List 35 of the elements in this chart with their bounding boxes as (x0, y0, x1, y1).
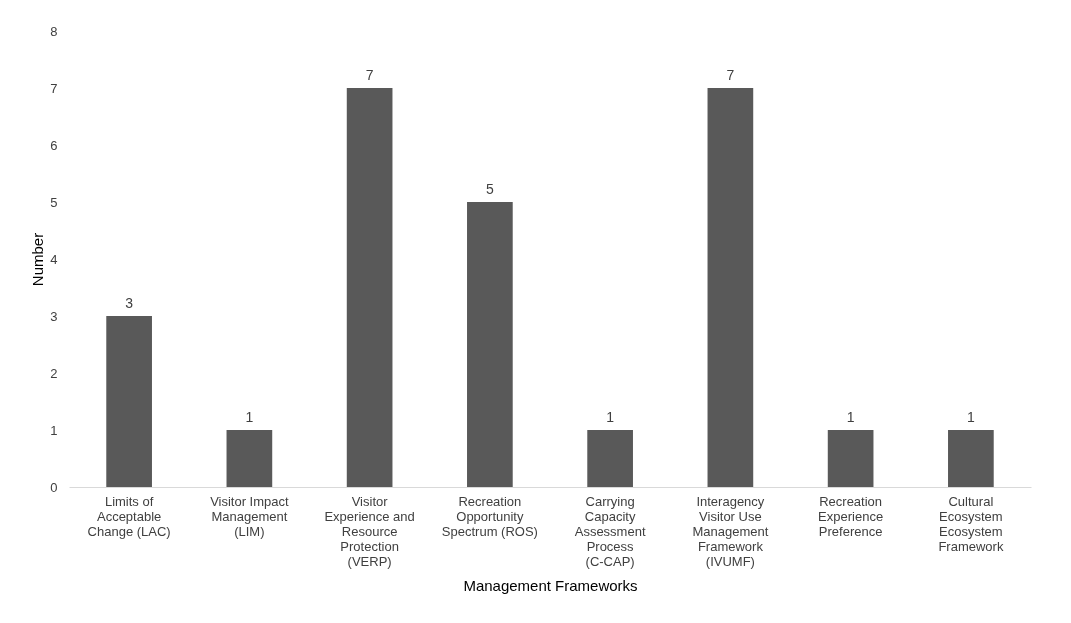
y-axis-title: Number (29, 232, 47, 287)
y-tick-label: 6 (50, 137, 58, 153)
y-tick-label: 3 (50, 308, 58, 324)
x-tick-label: Visitor Impact Management (LIM) (210, 493, 290, 539)
y-tick-label: 4 (50, 251, 58, 267)
y-tick-label: 8 (50, 23, 58, 39)
x-tick-label: Interagency Visitor Use Management Framework (IVUMF) (692, 493, 769, 569)
data-label: 5 (485, 181, 494, 197)
data-label: 3 (125, 295, 134, 311)
x-tick-label: Visitor Experience and Resource Protection (VERP) (324, 493, 415, 569)
y-tick-label: 1 (50, 422, 58, 438)
data-label: 1 (966, 409, 975, 425)
bar (106, 316, 152, 487)
x-tick-label: Recreation Opportunity Spectrum (ROS) (441, 493, 538, 539)
x-tick-label: Limits of Acceptable Change (LAC) (87, 493, 171, 539)
bar (827, 430, 874, 487)
data-label: 1 (606, 409, 615, 425)
data-label: 1 (846, 409, 855, 425)
bar (587, 430, 633, 487)
bar (707, 88, 754, 487)
data-label: 1 (245, 409, 254, 425)
data-label: 7 (365, 67, 374, 83)
data-label: 7 (726, 67, 735, 83)
y-tick-label: 0 (50, 479, 58, 495)
x-axis-title: Management Frameworks (463, 576, 638, 594)
y-tick-label: 2 (50, 365, 58, 381)
bar (346, 88, 393, 487)
bar (948, 430, 994, 487)
bar (467, 202, 513, 487)
y-tick-label: 5 (50, 194, 58, 210)
y-tick-label: 7 (50, 80, 58, 96)
x-tick-label: Recreation Experience Preference (818, 493, 884, 539)
bar (226, 430, 273, 487)
x-tick-label: Carrying Capacity Assessment Process (C-CAP) (574, 493, 646, 569)
x-tick-label: Cultural Ecosystem Ecosystem Framework (938, 493, 1004, 554)
